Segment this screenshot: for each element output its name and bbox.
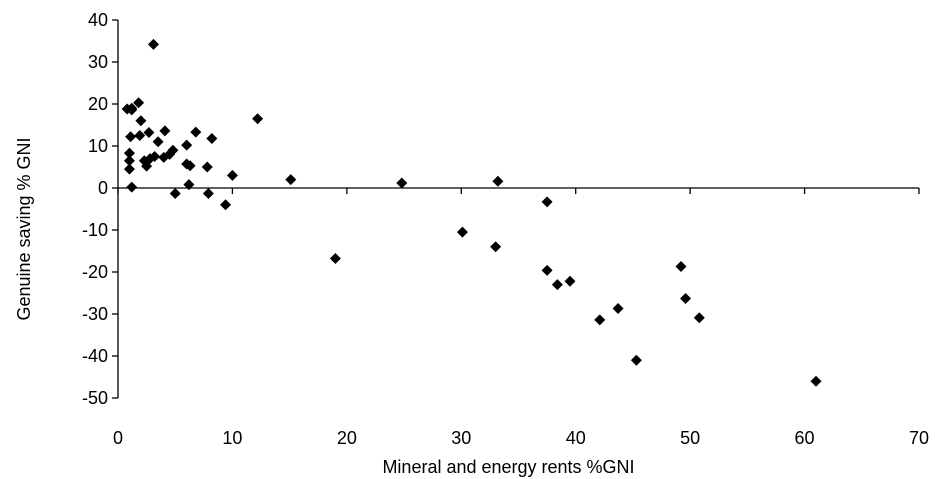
data-point bbox=[167, 144, 179, 156]
data-point bbox=[159, 125, 171, 137]
data-point bbox=[541, 196, 553, 208]
data-point bbox=[285, 174, 297, 186]
y-tick-label: -30 bbox=[82, 304, 108, 324]
x-tick-label: 0 bbox=[113, 428, 123, 448]
data-point bbox=[541, 264, 553, 276]
data-point bbox=[675, 261, 687, 273]
x-tick-label: 50 bbox=[680, 428, 700, 448]
x-axis-label: Mineral and energy rents %GNI bbox=[382, 457, 634, 477]
data-point bbox=[594, 314, 606, 326]
y-tick-label: 0 bbox=[98, 178, 108, 198]
data-point bbox=[133, 97, 145, 109]
data-point bbox=[810, 375, 822, 387]
y-tick-label: -50 bbox=[82, 388, 108, 408]
data-point bbox=[396, 177, 408, 189]
data-point bbox=[252, 113, 264, 125]
data-point bbox=[492, 175, 504, 187]
data-point bbox=[190, 126, 202, 138]
data-point bbox=[181, 139, 193, 151]
x-tick-label: 60 bbox=[795, 428, 815, 448]
data-point bbox=[630, 354, 642, 366]
data-point bbox=[490, 241, 502, 253]
y-tick-label: -10 bbox=[82, 220, 108, 240]
data-point bbox=[184, 160, 196, 172]
data-point bbox=[206, 132, 218, 144]
data-point bbox=[134, 130, 146, 141]
data-point bbox=[123, 147, 135, 159]
data-point bbox=[152, 136, 164, 148]
x-tick-label: 40 bbox=[566, 428, 586, 448]
data-point bbox=[123, 163, 135, 175]
data-point bbox=[693, 312, 705, 324]
x-tick-label: 10 bbox=[222, 428, 242, 448]
data-point bbox=[123, 155, 135, 167]
data-point bbox=[169, 187, 181, 199]
data-point bbox=[183, 179, 195, 191]
data-point bbox=[456, 226, 468, 238]
data-point bbox=[680, 292, 692, 304]
data-points bbox=[121, 38, 822, 387]
data-point bbox=[201, 161, 213, 173]
data-point bbox=[149, 151, 161, 162]
data-point bbox=[147, 38, 159, 50]
y-tick-label: 20 bbox=[88, 94, 108, 114]
data-point bbox=[126, 104, 138, 116]
y-tick-label: -20 bbox=[82, 262, 108, 282]
y-tick-label: 30 bbox=[88, 52, 108, 72]
data-point bbox=[143, 127, 155, 139]
y-axis-label: Genuine saving % GNI bbox=[14, 137, 34, 320]
data-point bbox=[612, 303, 624, 315]
data-point bbox=[564, 275, 576, 287]
data-point bbox=[141, 160, 153, 172]
data-point bbox=[220, 199, 232, 211]
data-point bbox=[125, 131, 137, 143]
x-ticks: 0 10 20 30 40 50 60 70 bbox=[113, 188, 929, 448]
data-point bbox=[329, 253, 341, 265]
x-tick-label: 70 bbox=[909, 428, 929, 448]
y-tick-label: -40 bbox=[82, 346, 108, 366]
data-point bbox=[126, 181, 138, 193]
data-point bbox=[135, 115, 147, 127]
y-tick-label: 40 bbox=[88, 10, 108, 30]
x-tick-label: 20 bbox=[337, 428, 357, 448]
data-point bbox=[202, 187, 214, 199]
x-tick-label: 30 bbox=[451, 428, 471, 448]
y-ticks: 40 30 20 10 0 -10 -20 -30 -40 -50 bbox=[82, 10, 118, 408]
data-point bbox=[226, 169, 238, 181]
y-tick-label: 10 bbox=[88, 136, 108, 156]
data-point bbox=[551, 279, 563, 291]
